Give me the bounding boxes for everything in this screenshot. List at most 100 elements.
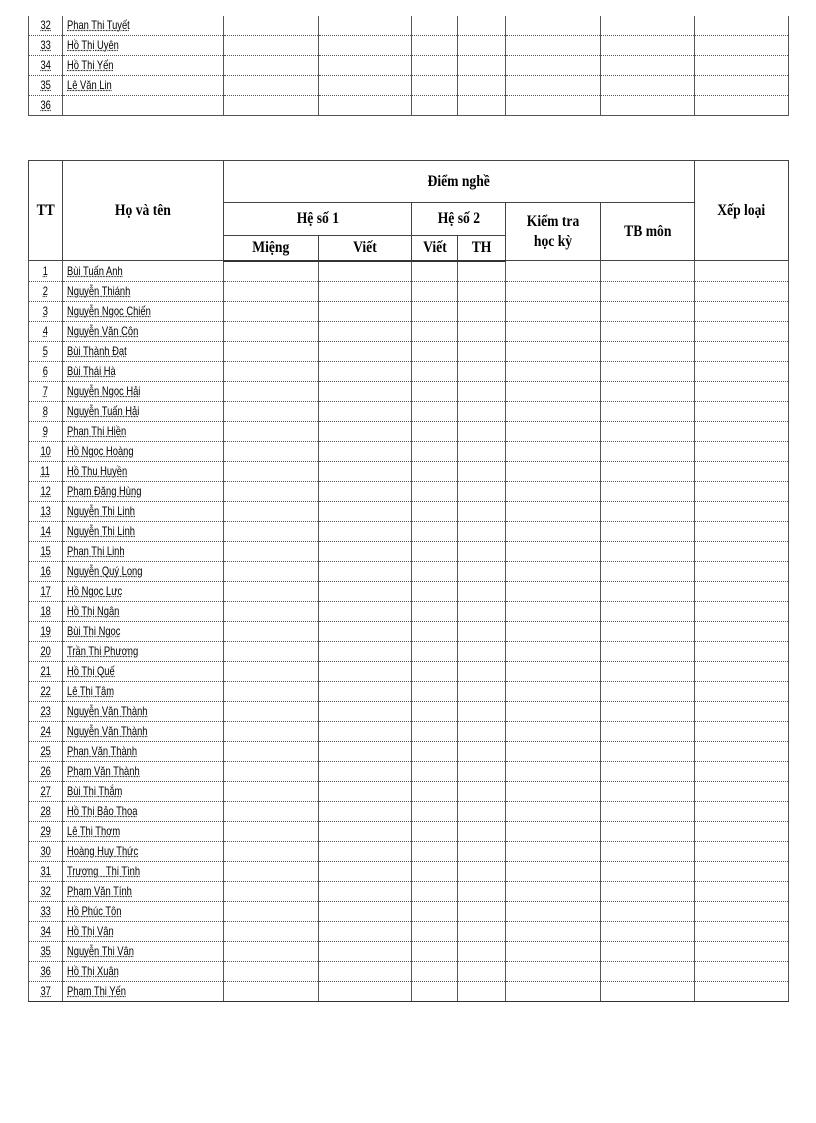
score-average-cell[interactable] bbox=[600, 35, 695, 56]
score-practice-cell[interactable] bbox=[457, 16, 506, 36]
rank-cell[interactable] bbox=[694, 981, 789, 1002]
score-oral-cell[interactable] bbox=[223, 441, 319, 462]
score-written-1-cell[interactable] bbox=[318, 621, 412, 642]
score-exam-cell[interactable] bbox=[505, 701, 601, 722]
score-exam-cell[interactable] bbox=[505, 421, 601, 442]
score-written-1-cell[interactable] bbox=[318, 441, 412, 462]
score-oral-cell[interactable] bbox=[223, 761, 319, 782]
score-average-cell[interactable] bbox=[600, 461, 695, 482]
rank-cell[interactable] bbox=[694, 421, 789, 442]
score-practice-cell[interactable] bbox=[457, 281, 506, 302]
score-average-cell[interactable] bbox=[600, 861, 695, 882]
rank-cell[interactable] bbox=[694, 741, 789, 762]
score-practice-cell[interactable] bbox=[457, 621, 506, 642]
score-exam-cell[interactable] bbox=[505, 821, 601, 842]
score-average-cell[interactable] bbox=[600, 481, 695, 502]
score-exam-cell[interactable] bbox=[505, 841, 601, 862]
score-average-cell[interactable] bbox=[600, 801, 695, 822]
score-exam-cell[interactable] bbox=[505, 681, 601, 702]
score-oral-cell[interactable] bbox=[223, 981, 319, 1002]
score-written-2-cell[interactable] bbox=[411, 621, 458, 642]
score-written-2-cell[interactable] bbox=[411, 260, 458, 282]
score-exam-cell[interactable] bbox=[505, 581, 601, 602]
score-average-cell[interactable] bbox=[600, 321, 695, 342]
score-exam-cell[interactable] bbox=[505, 501, 601, 522]
score-written-2-cell[interactable] bbox=[411, 921, 458, 942]
score-practice-cell[interactable] bbox=[457, 341, 506, 362]
score-written-2-cell[interactable] bbox=[411, 401, 458, 422]
score-written-1-cell[interactable] bbox=[318, 701, 412, 722]
score-exam-cell[interactable] bbox=[505, 661, 601, 682]
score-practice-cell[interactable] bbox=[457, 461, 506, 482]
score-average-cell[interactable] bbox=[600, 881, 695, 902]
score-average-cell[interactable] bbox=[600, 981, 695, 1002]
score-written-2-cell[interactable] bbox=[411, 281, 458, 302]
score-oral-cell[interactable] bbox=[223, 641, 319, 662]
score-average-cell[interactable] bbox=[600, 95, 695, 116]
score-average-cell[interactable] bbox=[600, 55, 695, 76]
score-average-cell[interactable] bbox=[600, 361, 695, 382]
score-oral-cell[interactable] bbox=[223, 721, 319, 742]
score-exam-cell[interactable] bbox=[505, 461, 601, 482]
rank-cell[interactable] bbox=[694, 841, 789, 862]
score-exam-cell[interactable] bbox=[505, 721, 601, 742]
score-written-2-cell[interactable] bbox=[411, 681, 458, 702]
score-written-1-cell[interactable] bbox=[318, 661, 412, 682]
score-practice-cell[interactable] bbox=[457, 821, 506, 842]
score-written-2-cell[interactable] bbox=[411, 721, 458, 742]
score-practice-cell[interactable] bbox=[457, 561, 506, 582]
score-written-2-cell[interactable] bbox=[411, 55, 458, 76]
score-exam-cell[interactable] bbox=[505, 321, 601, 342]
score-written-2-cell[interactable] bbox=[411, 75, 458, 96]
score-average-cell[interactable] bbox=[600, 401, 695, 422]
score-oral-cell[interactable] bbox=[223, 401, 319, 422]
score-written-1-cell[interactable] bbox=[318, 741, 412, 762]
score-written-1-cell[interactable] bbox=[318, 761, 412, 782]
score-practice-cell[interactable] bbox=[457, 441, 506, 462]
score-average-cell[interactable] bbox=[600, 641, 695, 662]
rank-cell[interactable] bbox=[694, 621, 789, 642]
score-exam-cell[interactable] bbox=[505, 481, 601, 502]
score-oral-cell[interactable] bbox=[223, 701, 319, 722]
score-oral-cell[interactable] bbox=[223, 481, 319, 502]
score-exam-cell[interactable] bbox=[505, 75, 601, 96]
score-average-cell[interactable] bbox=[600, 681, 695, 702]
score-written-1-cell[interactable] bbox=[318, 501, 412, 522]
score-written-2-cell[interactable] bbox=[411, 901, 458, 922]
rank-cell[interactable] bbox=[694, 761, 789, 782]
score-exam-cell[interactable] bbox=[505, 281, 601, 302]
score-written-1-cell[interactable] bbox=[318, 401, 412, 422]
rank-cell[interactable] bbox=[694, 55, 789, 76]
score-practice-cell[interactable] bbox=[457, 961, 506, 982]
score-written-2-cell[interactable] bbox=[411, 841, 458, 862]
score-exam-cell[interactable] bbox=[505, 341, 601, 362]
score-exam-cell[interactable] bbox=[505, 981, 601, 1002]
rank-cell[interactable] bbox=[694, 35, 789, 56]
score-written-1-cell[interactable] bbox=[318, 861, 412, 882]
rank-cell[interactable] bbox=[694, 921, 789, 942]
score-practice-cell[interactable] bbox=[457, 521, 506, 542]
score-written-2-cell[interactable] bbox=[411, 701, 458, 722]
score-average-cell[interactable] bbox=[600, 381, 695, 402]
score-written-2-cell[interactable] bbox=[411, 16, 458, 36]
score-oral-cell[interactable] bbox=[223, 781, 319, 802]
score-exam-cell[interactable] bbox=[505, 55, 601, 76]
score-average-cell[interactable] bbox=[600, 921, 695, 942]
score-written-1-cell[interactable] bbox=[318, 681, 412, 702]
score-exam-cell[interactable] bbox=[505, 35, 601, 56]
score-practice-cell[interactable] bbox=[457, 701, 506, 722]
score-oral-cell[interactable] bbox=[223, 541, 319, 562]
score-exam-cell[interactable] bbox=[505, 901, 601, 922]
score-written-1-cell[interactable] bbox=[318, 75, 412, 96]
score-written-1-cell[interactable] bbox=[318, 16, 412, 36]
score-written-2-cell[interactable] bbox=[411, 341, 458, 362]
score-written-2-cell[interactable] bbox=[411, 381, 458, 402]
score-average-cell[interactable] bbox=[600, 521, 695, 542]
score-oral-cell[interactable] bbox=[223, 381, 319, 402]
score-written-1-cell[interactable] bbox=[318, 961, 412, 982]
rank-cell[interactable] bbox=[694, 821, 789, 842]
rank-cell[interactable] bbox=[694, 961, 789, 982]
score-oral-cell[interactable] bbox=[223, 461, 319, 482]
score-average-cell[interactable] bbox=[600, 621, 695, 642]
score-oral-cell[interactable] bbox=[223, 581, 319, 602]
